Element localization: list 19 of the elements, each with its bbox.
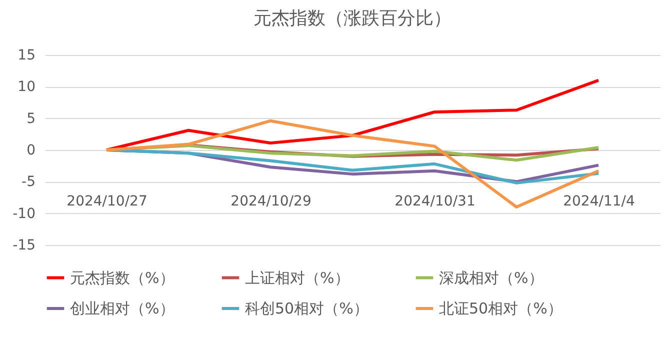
x-tick-label: 2024/10/27	[66, 194, 148, 210]
x-tick-label: 2024/10/31	[394, 194, 476, 210]
y-tick-label: 15	[18, 48, 36, 64]
line-series	[105, 78, 600, 152]
legend-label: 创业相对（%）	[70, 300, 174, 318]
y-tick-label: -10	[12, 206, 36, 222]
y-tick-label: 5	[26, 110, 36, 127]
legend-label: 深成相对（%）	[439, 268, 544, 287]
x-tick-label: 2024/10/29	[230, 194, 312, 210]
legend-label: 元杰指数（%）	[70, 268, 174, 287]
x-tick-label: 2024/11/4	[563, 194, 635, 210]
y-tick-label: 0	[26, 142, 36, 158]
legend-label: 上证相对（%）	[245, 268, 350, 287]
y-tick-label: -5	[22, 174, 36, 190]
legend-label: 科创50相对（%）	[245, 300, 368, 318]
y-tick-label: 10	[18, 79, 36, 96]
y-tick-label: -15	[12, 238, 36, 254]
legend-label: 北证50相对（%）	[439, 300, 562, 318]
chart-title: 元杰指数（涨跌百分比）	[254, 8, 452, 29]
